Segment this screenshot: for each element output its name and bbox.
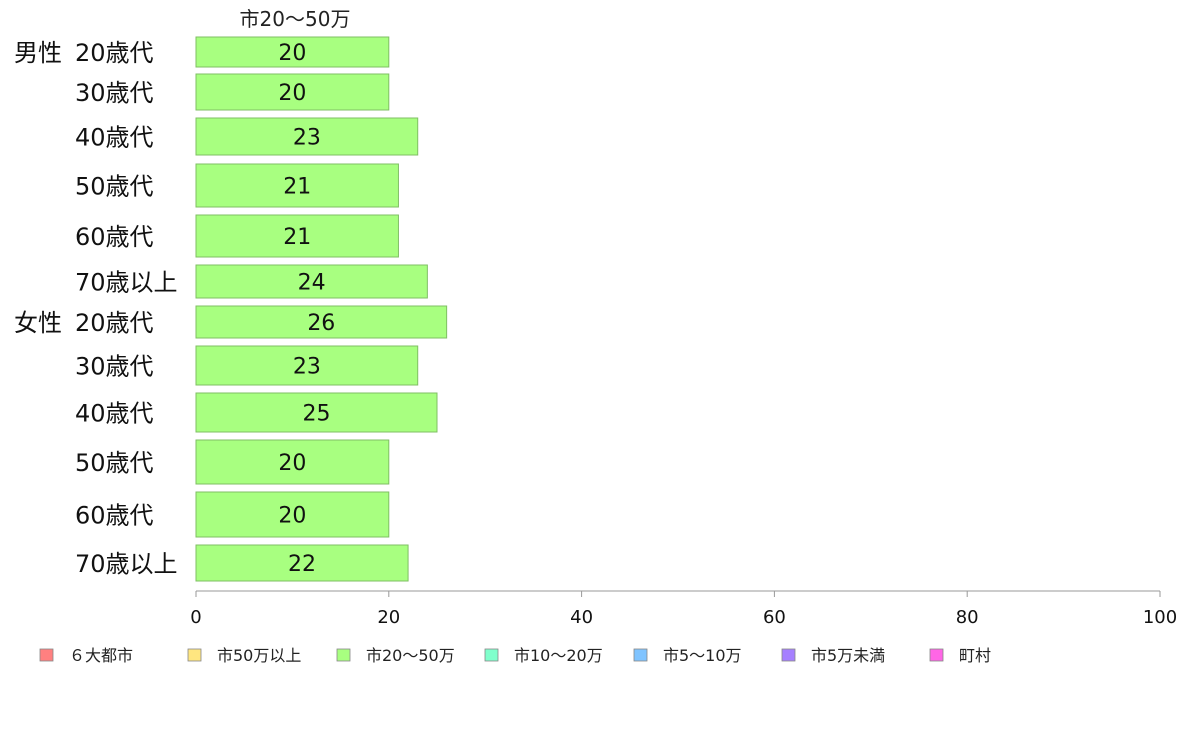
bar	[195, 117, 419, 156]
age-label: 40歳代	[75, 124, 154, 152]
bar	[195, 36, 390, 68]
age-label: 20歳代	[75, 309, 154, 337]
legend-swatch	[484, 648, 499, 662]
legend-swatch	[929, 648, 944, 662]
bar	[195, 544, 409, 582]
bar-value-label: 22	[288, 552, 316, 577]
legend-label: 市5万未満	[811, 646, 885, 665]
legend-label: 市5〜10万	[663, 646, 742, 665]
bar	[195, 305, 448, 339]
legend-label: ６大都市	[69, 646, 133, 665]
bar	[195, 439, 390, 485]
bar-value-label: 20	[278, 504, 306, 529]
legend-swatch	[633, 648, 648, 662]
bar	[195, 214, 399, 258]
legend-swatch	[336, 648, 351, 662]
x-tick-label: 0	[190, 607, 201, 628]
age-label: 30歳代	[75, 353, 154, 381]
age-label: 50歳代	[75, 449, 154, 477]
bar-value-label: 21	[283, 225, 311, 250]
legend-label: 市50万以上	[217, 646, 301, 665]
legend-label: 市20〜50万	[366, 646, 455, 665]
legend-swatch	[781, 648, 796, 662]
bar	[195, 491, 390, 538]
bar	[195, 392, 438, 433]
bar-value-label: 20	[278, 451, 306, 476]
x-tick-label: 20	[377, 607, 400, 628]
bar	[195, 163, 399, 208]
bar-value-label: 24	[298, 271, 326, 296]
bar-value-label: 25	[303, 402, 331, 427]
gender-label: 女性	[14, 309, 62, 337]
age-label: 30歳代	[75, 79, 154, 107]
age-label: 70歳以上	[75, 550, 178, 578]
x-tick-label: 40	[570, 607, 593, 628]
bar	[195, 264, 428, 299]
legend-swatch	[187, 648, 202, 662]
bar-value-label: 21	[283, 175, 311, 200]
bar-value-label: 20	[278, 41, 306, 66]
bar-value-label: 23	[293, 126, 321, 151]
legend-label: 市10〜20万	[514, 646, 603, 665]
x-tick-label: 100	[1143, 607, 1177, 628]
gender-label: 男性	[14, 39, 62, 67]
age-label: 40歳代	[75, 400, 154, 428]
bar-value-label: 20	[278, 81, 306, 106]
bar-value-label: 23	[293, 355, 321, 380]
x-tick-label: 60	[763, 607, 786, 628]
age-label: 20歳代	[75, 39, 154, 67]
bar-value-label: 26	[307, 311, 335, 336]
age-label: 70歳以上	[75, 269, 178, 297]
bar	[195, 345, 419, 386]
series-title: 市20〜50万	[240, 7, 351, 31]
age-label: 50歳代	[75, 173, 154, 201]
age-label: 60歳代	[75, 502, 154, 530]
legend-label: 町村	[959, 646, 991, 665]
age-label: 60歳代	[75, 223, 154, 251]
bar	[195, 73, 390, 111]
legend-swatch	[39, 648, 54, 662]
x-tick-label: 80	[956, 607, 979, 628]
